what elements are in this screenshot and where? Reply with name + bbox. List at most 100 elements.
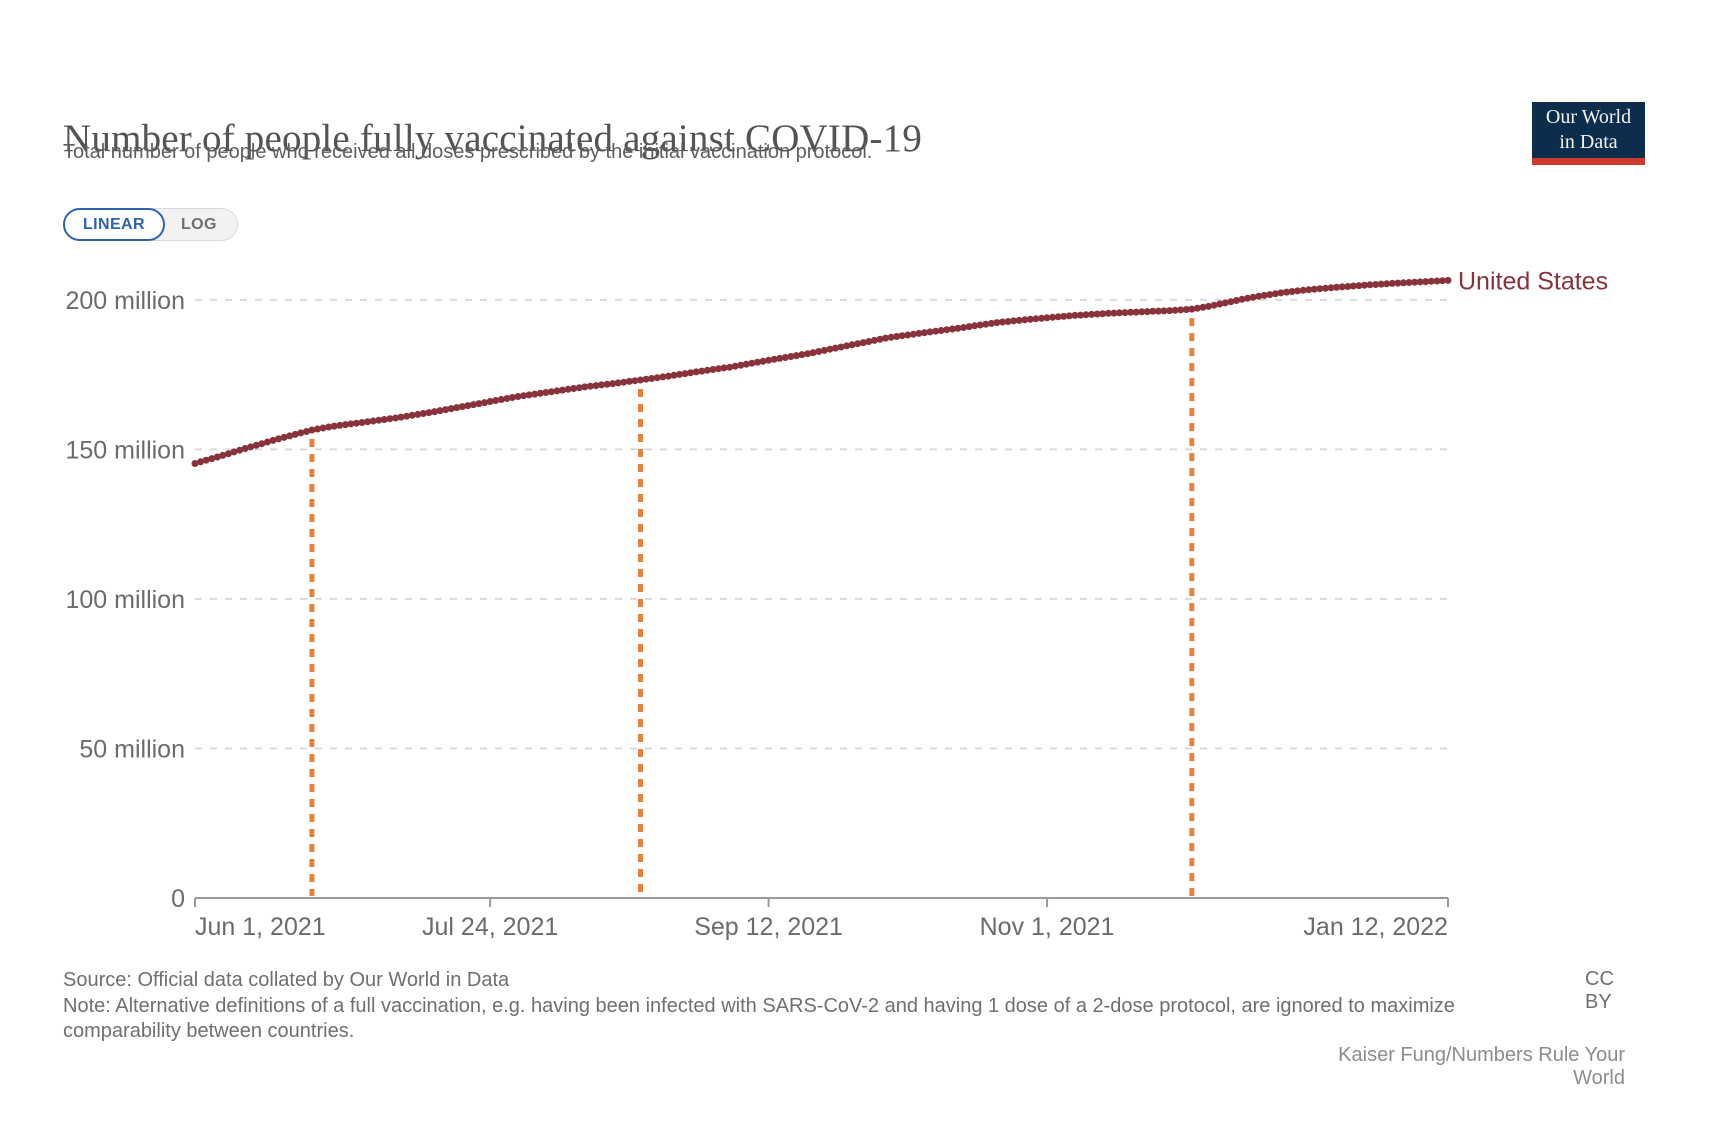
data-point (525, 391, 533, 399)
data-point (213, 453, 221, 461)
data-point (1082, 311, 1090, 319)
data-point (341, 421, 349, 429)
data-point (486, 398, 494, 405)
data-point (280, 433, 288, 441)
data-point (1388, 279, 1396, 287)
data-point (826, 345, 834, 353)
data-point (1377, 280, 1385, 288)
data-point (1143, 308, 1151, 316)
data-point (1216, 300, 1224, 308)
data-point (1171, 306, 1179, 314)
data-point (1344, 283, 1352, 290)
data-point (614, 379, 622, 387)
data-point (380, 416, 388, 423)
data-point (1383, 280, 1391, 288)
owid-logo: Our World in Data (1532, 102, 1645, 165)
data-point (1427, 277, 1435, 285)
data-point (531, 390, 539, 398)
data-point (765, 356, 773, 364)
data-point (1093, 310, 1101, 318)
data-point (1177, 306, 1185, 314)
data-point (625, 377, 633, 385)
data-point (1004, 318, 1012, 325)
data-point (1294, 287, 1302, 295)
data-point (492, 397, 500, 404)
data-point (898, 332, 906, 340)
data-point (1065, 312, 1073, 320)
data-point (1060, 312, 1068, 320)
data-point (230, 448, 238, 456)
data-point (770, 355, 778, 363)
data-point (297, 429, 305, 437)
data-point (1249, 293, 1257, 301)
data-point (453, 404, 461, 412)
data-point (1138, 308, 1146, 316)
x-axis-label: Jan 12, 2022 (1303, 913, 1448, 941)
data-point (208, 455, 216, 463)
data-point (726, 363, 734, 371)
data-point (353, 419, 360, 427)
data-point (1416, 278, 1424, 286)
data-point (252, 441, 260, 449)
data-point (837, 343, 845, 351)
data-point (364, 418, 372, 426)
data-point (1188, 305, 1196, 313)
data-point (1160, 307, 1168, 315)
data-point (1255, 292, 1263, 300)
data-point (1149, 307, 1157, 315)
scale-toggle: LINEAR LOG (63, 208, 238, 241)
log-scale-button[interactable]: LOG (150, 208, 238, 241)
data-point (759, 357, 767, 365)
data-point (314, 425, 321, 433)
data-point (575, 384, 583, 392)
y-axis-label: 100 million (65, 586, 185, 614)
linear-scale-button[interactable]: LINEAR (63, 208, 165, 241)
data-point (843, 342, 851, 350)
data-point (870, 336, 878, 344)
footer-text: Source: Official data collated by Our Wo… (63, 968, 1568, 1044)
chart-plot-area[interactable]: 0 50 million 100 million 150 million 200 mil… (0, 0, 1714, 1000)
data-point (709, 366, 717, 373)
data-point (1015, 316, 1023, 324)
data-point (481, 399, 489, 407)
data-point (904, 331, 912, 339)
note-text: Note: Alternative definitions of a full … (63, 995, 1455, 1042)
data-point (408, 411, 416, 419)
data-point (1221, 299, 1229, 307)
data-point (1049, 313, 1057, 321)
data-point (269, 436, 277, 444)
data-point (475, 400, 483, 408)
data-point (1210, 301, 1218, 309)
data-point (976, 321, 984, 329)
data-point (286, 432, 294, 440)
data-point (960, 324, 967, 331)
data-point (1232, 297, 1240, 304)
data-point (831, 344, 839, 352)
owid-logo-line1: Our World (1545, 106, 1632, 128)
data-point (1088, 310, 1096, 318)
data-point (1394, 279, 1402, 287)
data-point (1260, 291, 1268, 299)
data-point (1099, 310, 1107, 318)
data-point (1032, 315, 1040, 323)
x-axis-label: Sep 12, 2021 (694, 913, 843, 941)
data-point (792, 352, 800, 360)
data-point (1199, 303, 1207, 311)
data-point (375, 416, 383, 424)
data-point (431, 408, 438, 416)
data-point (241, 445, 249, 452)
data-point (653, 374, 661, 382)
data-point (1021, 316, 1029, 324)
data-point (670, 371, 678, 379)
data-point (664, 372, 672, 380)
data-point (503, 395, 511, 402)
data-point (1438, 277, 1446, 285)
data-point (1355, 282, 1363, 290)
data-point (514, 393, 522, 400)
data-point (982, 320, 990, 328)
data-point (1077, 311, 1084, 319)
data-point (882, 334, 889, 342)
data-point (508, 394, 516, 401)
data-point (676, 370, 683, 378)
data-point (854, 340, 862, 348)
